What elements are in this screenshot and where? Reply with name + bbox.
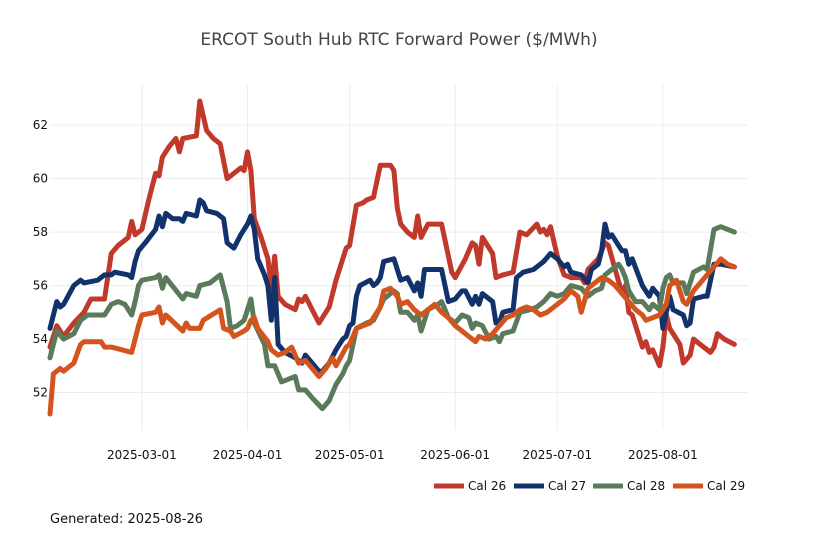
x-tick-label: 2025-07-01 — [522, 448, 592, 462]
series-line-cal-28 — [47, 224, 737, 412]
series-lines — [47, 98, 737, 417]
legend-label-cal-27: Cal 27 — [548, 479, 586, 493]
x-tick-label: 2025-08-01 — [628, 448, 698, 462]
y-tick-label: 56 — [33, 279, 48, 293]
y-tick-label: 54 — [33, 332, 48, 346]
legend-label-cal-28: Cal 28 — [627, 479, 665, 493]
x-tick-label: 2025-03-01 — [107, 448, 177, 462]
y-tick-label: 58 — [33, 225, 48, 239]
chart-title: ERCOT South Hub RTC Forward Power ($/MWh… — [200, 30, 597, 50]
x-tick-label: 2025-04-01 — [213, 448, 283, 462]
series-line-cal-27 — [47, 197, 737, 374]
x-tick-label: 2025-05-01 — [315, 448, 385, 462]
legend-label-cal-26: Cal 26 — [468, 479, 506, 493]
series-line-cal-26 — [47, 98, 737, 369]
axes: 52 54 56 58 60 62 2025-03-01 2025-04-01 2025-05-… — [33, 118, 698, 462]
y-tick-label: 62 — [33, 118, 48, 132]
y-tick-label: 60 — [33, 172, 48, 186]
y-tick-label: 52 — [33, 386, 48, 400]
grid — [50, 85, 748, 430]
generated-timestamp: Generated: 2025-08-26 — [50, 512, 204, 527]
x-tick-label: 2025-06-01 — [420, 448, 490, 462]
legend: Cal 26 Cal 27 Cal 28 Cal 29 — [434, 479, 745, 493]
legend-label-cal-29: Cal 29 — [707, 479, 745, 493]
series-line-cal-29 — [47, 256, 737, 417]
